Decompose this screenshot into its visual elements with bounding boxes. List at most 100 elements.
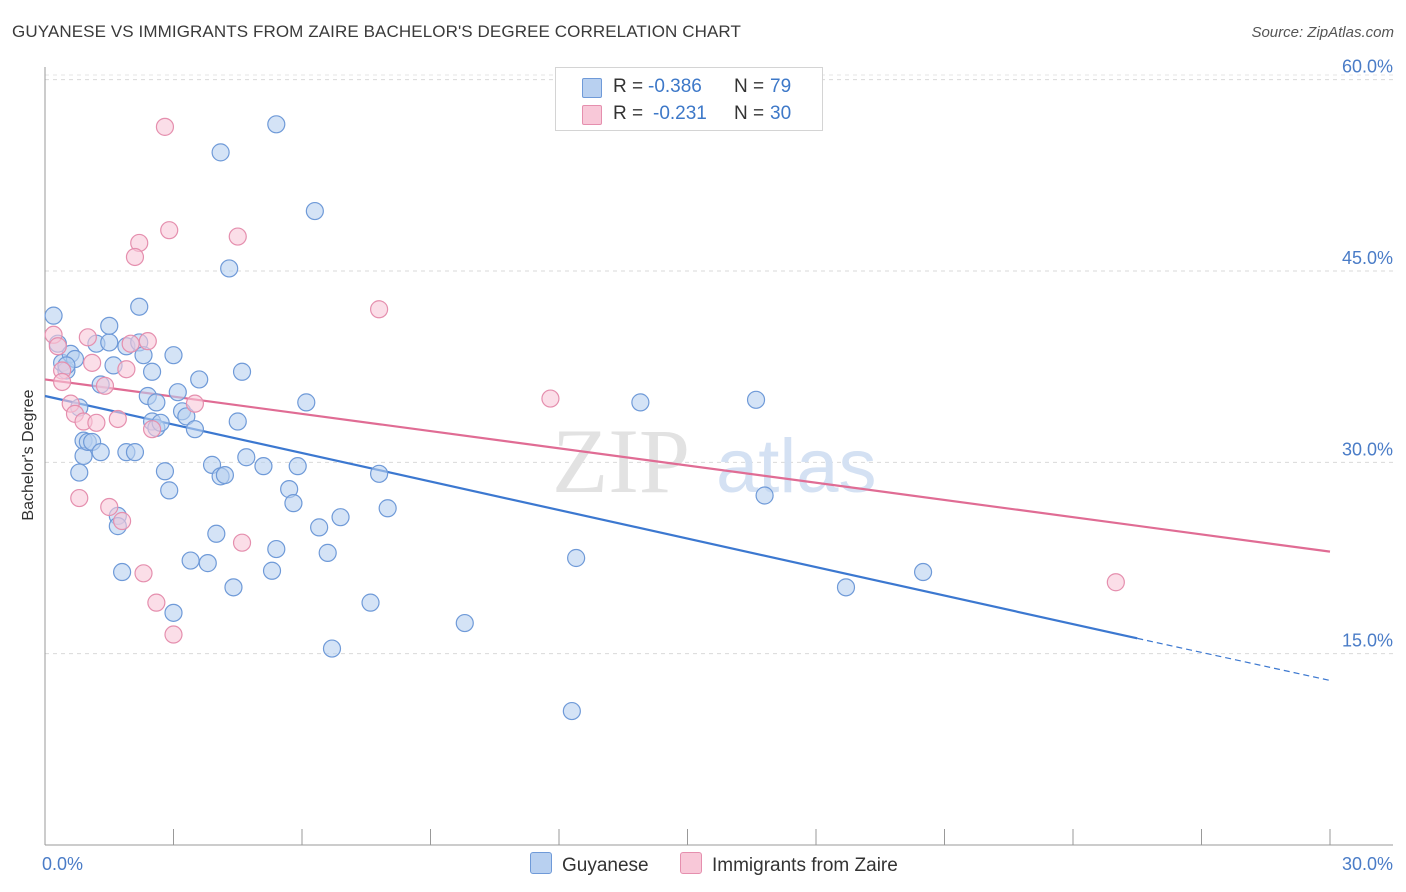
guyanese-point (455, 613, 474, 633)
n-label: N = (734, 76, 765, 97)
zaire-point (1106, 573, 1125, 592)
guyanese-point (318, 543, 337, 562)
x-tick-label-max: 30.0% (1342, 854, 1393, 874)
zaire-point (53, 372, 72, 392)
y-tick-label: 30.0% (1342, 439, 1393, 459)
stats-legend: R = -0.386 N = 79 R = -0.231 N = 30 (555, 67, 823, 131)
guyanese-point (228, 412, 247, 431)
n-value: 79 (770, 76, 792, 97)
zaire-point (108, 409, 127, 429)
zaire-point (232, 533, 252, 552)
zaire-point (164, 625, 183, 644)
guyanese-point (70, 463, 89, 482)
zaire-point (95, 376, 115, 395)
zaire-point (83, 353, 102, 372)
guyanese-point (361, 593, 380, 612)
zaire-point (134, 564, 153, 583)
guyanese-trend-line (44, 394, 1138, 640)
zaire-point (138, 332, 157, 351)
guyanese-point (164, 603, 183, 622)
x-tick-label-min: 0.0% (42, 854, 83, 874)
guyanese-swatch (582, 78, 602, 98)
chart-title: GUYANESE VS IMMIGRANTS FROM ZAIRE BACHEL… (12, 22, 741, 41)
zaire-point (48, 337, 67, 356)
y-tick-label: 60.0% (1342, 57, 1393, 77)
guyanese-point (836, 578, 856, 597)
zaire-legend-swatch (680, 852, 702, 874)
guyanese-point (297, 393, 316, 412)
r-value: -0.386 (648, 76, 702, 97)
n-value: 30 (770, 103, 792, 124)
guyanese-point (211, 143, 230, 162)
legend-row-zaire: R = -0.231 N = 30 (556, 101, 822, 129)
r-label: R = (613, 76, 644, 97)
guyanese-point (267, 115, 286, 134)
guyanese-legend-swatch (530, 852, 552, 874)
guyanese-point (142, 362, 162, 381)
guyanese-point (185, 420, 205, 439)
guyanese-point (125, 443, 145, 462)
zaire-point (370, 300, 389, 319)
zaire-point (185, 394, 205, 413)
guyanese-point (190, 370, 209, 389)
zaire-point (78, 328, 97, 347)
watermark: ZIP atlas (552, 410, 877, 512)
guyanese-point (262, 561, 282, 580)
zaire-point (121, 334, 140, 353)
guyanese-point (100, 333, 119, 352)
guyanese-point (378, 499, 397, 518)
zaire-trend-line (44, 378, 1331, 553)
guyanese-point (177, 407, 196, 426)
guyanese-point (100, 316, 119, 335)
guyanese-point (224, 578, 243, 597)
legend-item-zaire[interactable]: Immigrants from Zaire (680, 852, 898, 877)
zaire-point (228, 227, 247, 246)
r-value: -0.231 (653, 103, 707, 124)
guyanese-trend-extension (1137, 637, 1331, 682)
zaire-point (147, 593, 166, 612)
guyanese-point (288, 457, 307, 476)
guyanese-point (207, 524, 226, 543)
zaire-point (142, 420, 162, 439)
legend-item-guyanese[interactable]: Guyanese (530, 852, 649, 877)
zaire-point (112, 511, 132, 531)
guyanese-point (746, 390, 766, 409)
axes: 15.0% 30.0% 45.0% 60.0% 0.0% 30.0% (42, 57, 1393, 874)
guyanese-point (147, 393, 166, 412)
watermark-atlas: atlas (716, 424, 877, 509)
guyanese-point (562, 701, 581, 721)
guyanese-point (322, 639, 342, 658)
guyanese-point (284, 494, 303, 513)
guyanese-point (267, 539, 286, 559)
trend-lines (44, 378, 1331, 682)
zaire-point (155, 117, 175, 136)
guyanese-point (232, 362, 252, 381)
zaire-point (160, 221, 179, 240)
guyanese-point (164, 346, 183, 365)
guyanese-point (331, 508, 350, 527)
watermark-zip: ZIP (552, 410, 690, 512)
data-points (44, 115, 1125, 721)
y-tick-label: 15.0% (1342, 631, 1393, 651)
guyanese-point (305, 201, 324, 221)
guyanese-point (220, 259, 239, 278)
guyanese-point (370, 464, 389, 483)
guyanese-point (160, 481, 179, 500)
zaire-legend-label: Immigrants from Zaire (712, 855, 898, 876)
guyanese-point (567, 548, 586, 568)
zaire-point (125, 247, 145, 267)
guyanese-point (631, 393, 650, 412)
guyanese-point (155, 462, 175, 481)
guyanese-point (310, 518, 329, 537)
guyanese-point (112, 562, 132, 582)
legend-row-guyanese: R = -0.386 N = 79 (556, 74, 822, 102)
r-label: R = (613, 103, 644, 124)
guyanese-point (755, 486, 774, 505)
zaire-point (100, 497, 119, 517)
guyanese-point (181, 551, 200, 570)
n-label: N = (734, 103, 765, 124)
zaire-point (70, 488, 89, 508)
guyanese-legend-label: Guyanese (562, 855, 649, 876)
guyanese-point (198, 554, 217, 573)
